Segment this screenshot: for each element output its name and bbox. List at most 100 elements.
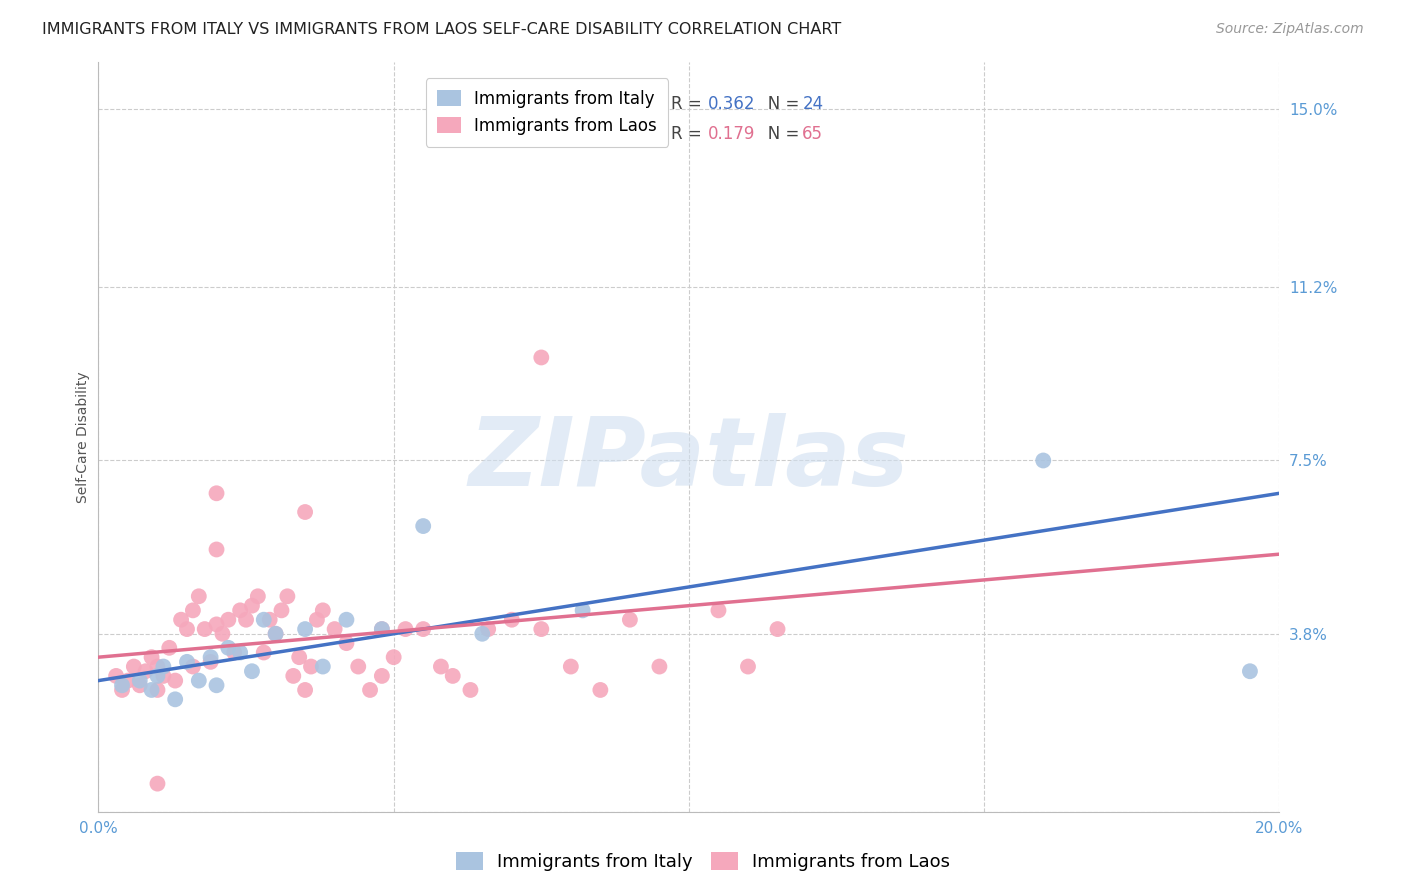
Point [229,603,252,617]
Point [205,542,228,557]
Point [194,622,217,636]
Y-axis label: Self-Care Disability: Self-Care Disability [76,371,90,503]
Text: 0.362: 0.362 [707,95,755,112]
Point [211,626,233,640]
Point [460,683,482,698]
Point [240,599,263,613]
Text: 24: 24 [803,95,824,112]
Point [246,590,269,604]
Point [571,603,593,617]
Point [259,613,281,627]
Text: IMMIGRANTS FROM ITALY VS IMMIGRANTS FROM LAOS SELF-CARE DISABILITY CORRELATION C: IMMIGRANTS FROM ITALY VS IMMIGRANTS FROM… [42,22,841,37]
Point [412,519,434,533]
Point [217,640,239,655]
Point [240,664,263,679]
Point [187,673,209,688]
Point [135,664,157,679]
Point [111,678,134,692]
Point [176,655,198,669]
Point [589,683,612,698]
Point [165,673,187,688]
Point [152,659,174,673]
Point [205,617,228,632]
Point [371,622,394,636]
Point [117,673,139,688]
Point [270,603,292,617]
Point [235,613,257,627]
Point [205,486,228,500]
Point [128,678,150,692]
Point [299,659,322,673]
Point [371,669,394,683]
Point [471,626,494,640]
Point [146,659,169,673]
Point [253,613,276,627]
Point [288,650,311,665]
Point [187,590,209,604]
Point [530,622,553,636]
Point [157,640,180,655]
Text: 0.179: 0.179 [707,125,755,143]
Point [530,351,553,365]
Text: 65: 65 [803,125,824,143]
Point [264,626,287,640]
Point [312,603,335,617]
Text: N =: N = [752,125,804,143]
Point [128,673,150,688]
Point [501,613,523,627]
Point [294,505,316,519]
Point [394,622,416,636]
Text: N =: N = [752,95,804,112]
Text: R =: R = [671,125,713,143]
Point [283,669,305,683]
Point [430,659,453,673]
Point [294,622,316,636]
Point [141,650,163,665]
Point [412,622,434,636]
Point [347,659,370,673]
Point [111,683,134,698]
Text: ZIPatlas: ZIPatlas [468,413,910,506]
Point [165,692,187,706]
Text: Source: ZipAtlas.com: Source: ZipAtlas.com [1216,22,1364,37]
Point [305,613,328,627]
Point [224,646,246,660]
Point [276,590,298,604]
Point [1032,453,1054,467]
Point [766,622,789,636]
Point [737,659,759,673]
Point [477,622,499,636]
Point [335,636,357,650]
Point [335,613,357,627]
Point [264,626,287,640]
Point [176,622,198,636]
Point [707,603,730,617]
Point [359,683,381,698]
Point [217,613,239,627]
Point [1239,664,1261,679]
Point [253,646,276,660]
Point [200,650,222,665]
Point [181,603,204,617]
Point [152,669,174,683]
Point [122,659,145,673]
Point [648,659,671,673]
Point [141,683,163,698]
Point [619,613,641,627]
Point [323,622,346,636]
Point [382,650,405,665]
Point [441,669,464,683]
Text: R =: R = [671,95,707,112]
Point [200,655,222,669]
Point [294,683,316,698]
Point [146,683,169,698]
Point [146,776,169,791]
Point [371,622,394,636]
Point [181,659,204,673]
Point [146,669,169,683]
Legend: Immigrants from Italy, Immigrants from Laos: Immigrants from Italy, Immigrants from L… [449,845,957,879]
Point [170,613,193,627]
Point [229,646,252,660]
Legend: Immigrants from Italy, Immigrants from Laos: Immigrants from Italy, Immigrants from L… [426,78,668,147]
Point [560,659,582,673]
